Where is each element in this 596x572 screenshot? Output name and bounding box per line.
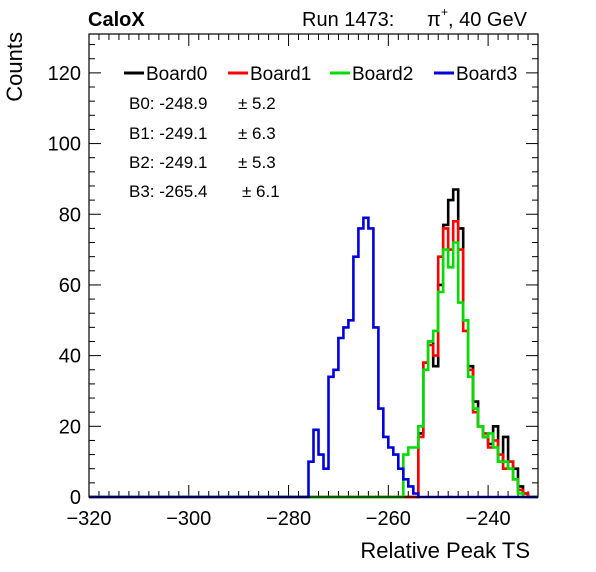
legend-label-board3: Board3 — [456, 64, 517, 85]
x-tick-label: −280 — [266, 508, 311, 530]
plot-frame — [88, 33, 539, 498]
x-tick-label: −240 — [466, 508, 511, 530]
particle-charge: + — [441, 5, 448, 19]
x-axis-label: Relative Peak TS — [360, 538, 530, 563]
x-tick-label: −260 — [366, 508, 411, 530]
stats-b1-error: ± 6.3 — [238, 124, 276, 143]
stats-box: B0: -248.9 ± 5.2 B1: -249.1 ± 6.3 B2: -2… — [129, 94, 280, 201]
legend: Board0 Board1 Board2 Board3 — [124, 64, 517, 85]
run-label: Run 1473: — [302, 9, 394, 31]
beam-energy: , 40 GeV — [448, 9, 528, 31]
series-board3-histogram — [89, 216, 538, 499]
stats-b3-error: ± 6.1 — [242, 182, 280, 201]
y-tick-label: 100 — [48, 134, 81, 156]
legend-label-board0: Board0 — [146, 64, 207, 85]
legend-entry-board0: Board0 — [124, 64, 207, 85]
particle-symbol: π — [427, 9, 441, 31]
x-tick-label: −300 — [166, 508, 211, 530]
y-tick-label: 60 — [59, 275, 81, 297]
plot-border — [88, 33, 539, 498]
stats-b0-mean: B0: -248.9 — [129, 94, 207, 113]
stats-b3-mean: B3: -265.4 — [129, 182, 207, 201]
x-tick-label: −320 — [66, 508, 111, 530]
legend-entry-board1: Board1 — [228, 64, 311, 85]
y-tick-label: 80 — [59, 204, 81, 226]
y-axis-label: Counts — [2, 32, 27, 102]
y-tick-label: 120 — [48, 63, 81, 85]
axes: −320 −300 −280 −260 −240 0 20 40 60 80 100 120 — [48, 34, 539, 530]
legend-entry-board2: Board2 — [330, 64, 413, 85]
stats-b0-error: ± 5.2 — [238, 94, 276, 113]
legend-entry-board3: Board3 — [434, 64, 517, 85]
calox-logo: CaloX — [88, 9, 145, 31]
y-tick-label: 20 — [59, 416, 81, 438]
series-board2-histogram — [89, 241, 538, 499]
stats-b2-error: ± 5.3 — [238, 153, 276, 172]
stats-b1-mean: B1: -249.1 — [129, 124, 207, 143]
stats-b2-mean: B2: -249.1 — [129, 153, 207, 172]
y-tick-label: 40 — [59, 346, 81, 368]
plot-area — [89, 188, 538, 499]
legend-label-board1: Board1 — [250, 64, 311, 85]
legend-label-board2: Board2 — [352, 64, 413, 85]
y-tick-label: 0 — [70, 487, 81, 509]
